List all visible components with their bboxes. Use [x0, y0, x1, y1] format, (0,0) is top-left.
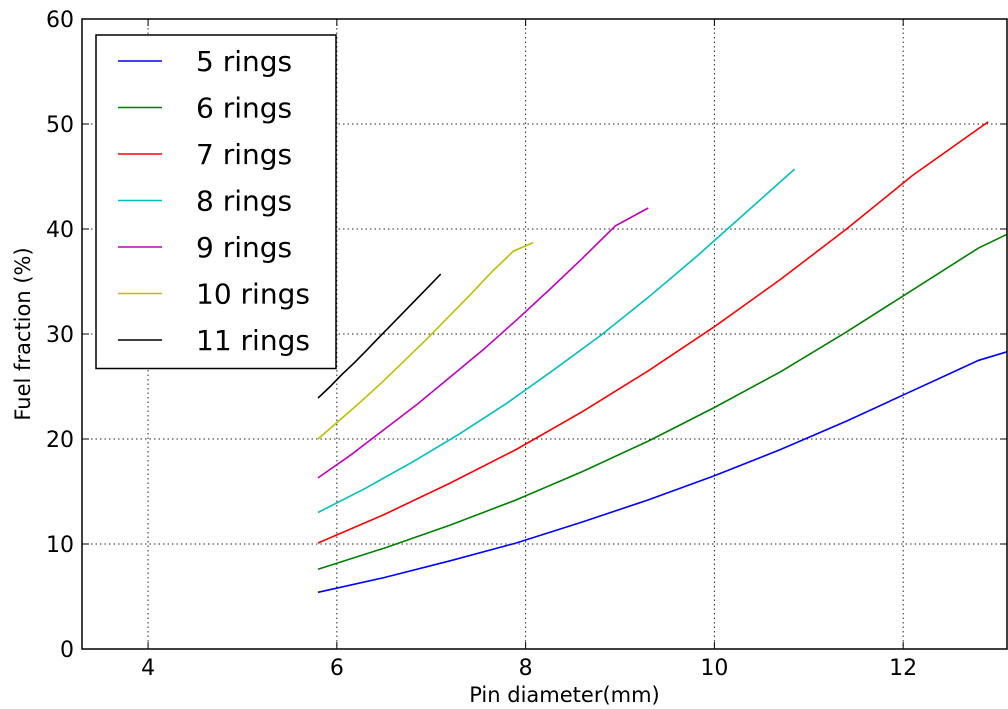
- y-tick-label: 0: [60, 638, 74, 663]
- series-line-6: [317, 241, 534, 440]
- legend-label: 5 rings: [196, 45, 292, 78]
- x-tick-label: 6: [330, 656, 344, 681]
- series-line-2: [317, 233, 1008, 570]
- legend-label: 6 rings: [196, 92, 292, 125]
- y-tick-label: 20: [46, 428, 74, 453]
- y-axis-title: Fuel fraction (%): [11, 247, 35, 420]
- y-tick-label: 10: [46, 533, 74, 558]
- legend-label: 10 rings: [196, 278, 310, 311]
- legend-label: 7 rings: [196, 138, 292, 171]
- y-tick-label: 60: [46, 8, 74, 33]
- series-line-5: [317, 207, 649, 479]
- x-tick-label: 8: [519, 656, 533, 681]
- x-tick-label: 4: [141, 656, 155, 681]
- legend-label: 8 rings: [196, 185, 292, 218]
- x-tick-label: 12: [889, 656, 917, 681]
- legend: 5 rings 6 rings 7 rings 8 rings 9 rings 10 ri…: [95, 34, 337, 370]
- series-lines: [317, 121, 1008, 594]
- series-line-3: [317, 121, 989, 544]
- y-tick-label: 50: [46, 113, 74, 138]
- y-tick-label: 30: [46, 323, 74, 348]
- series-line-7: [317, 273, 442, 399]
- legend-label: 11 rings: [196, 324, 310, 357]
- series-line-1: [317, 351, 1008, 594]
- legend-label: 9 rings: [196, 231, 292, 264]
- legend-box: [95, 34, 337, 370]
- axis-ticks: [82, 18, 1007, 650]
- series-line-4: [317, 168, 796, 514]
- tick-labels: 4 6 8 10 12 0 10 20 30 40 50 60: [46, 8, 917, 681]
- y-tick-label: 40: [46, 218, 74, 243]
- x-tick-label: 10: [700, 656, 728, 681]
- x-axis-title: Pin diameter(mm): [469, 683, 660, 707]
